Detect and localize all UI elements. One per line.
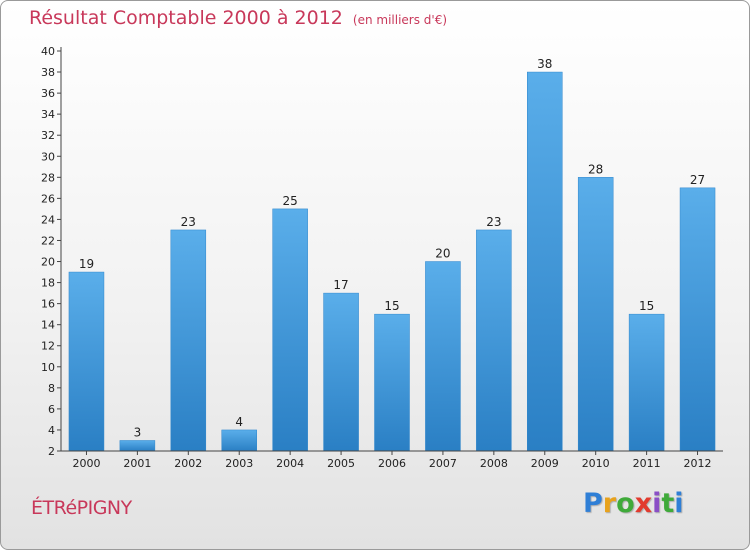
data-label-2007: 20 bbox=[435, 247, 450, 261]
logo-letter: i bbox=[674, 488, 684, 519]
bar-2003 bbox=[221, 429, 257, 452]
x-tick-label-2000: 2000 bbox=[72, 457, 100, 470]
logo-letter: P bbox=[583, 488, 603, 519]
data-label-2004: 25 bbox=[283, 194, 298, 208]
bar-2012 bbox=[679, 187, 716, 452]
data-label-2005: 17 bbox=[333, 278, 348, 292]
y-tick-label: 2 bbox=[48, 445, 55, 458]
data-label-2009: 38 bbox=[537, 57, 552, 71]
bar-2006 bbox=[374, 313, 410, 452]
x-tick-label-2006: 2006 bbox=[378, 457, 406, 470]
x-tick-label-2005: 2005 bbox=[327, 457, 355, 470]
logo-letter: o bbox=[616, 488, 635, 519]
y-tick-label: 40 bbox=[41, 45, 55, 58]
y-tick-label: 14 bbox=[41, 319, 55, 332]
y-tick-label: 10 bbox=[41, 361, 55, 374]
logo-letter: x bbox=[634, 488, 653, 519]
y-tick-label: 26 bbox=[41, 192, 55, 205]
y-tick-label: 28 bbox=[41, 171, 55, 184]
bar-2005 bbox=[323, 292, 359, 452]
data-label-2001: 3 bbox=[134, 425, 142, 439]
data-label-2012: 27 bbox=[690, 173, 705, 187]
y-tick-label: 36 bbox=[41, 87, 55, 100]
x-tick-label-2010: 2010 bbox=[582, 457, 610, 470]
y-tick-label: 8 bbox=[48, 382, 55, 395]
logo-letter: i bbox=[652, 488, 662, 519]
y-tick-label: 6 bbox=[48, 403, 55, 416]
y-tick-label: 16 bbox=[41, 298, 55, 311]
data-label-2011: 15 bbox=[639, 299, 654, 313]
bar-2004 bbox=[272, 208, 308, 452]
data-label-2006: 15 bbox=[384, 299, 399, 313]
x-tick-label-2009: 2009 bbox=[531, 457, 559, 470]
y-tick-label: 34 bbox=[41, 108, 55, 121]
bar-2001 bbox=[119, 440, 156, 452]
bar-2008 bbox=[476, 229, 512, 452]
x-tick-label-2012: 2012 bbox=[684, 457, 712, 470]
y-tick-label: 4 bbox=[48, 424, 55, 437]
x-tick-label-2004: 2004 bbox=[276, 457, 304, 470]
x-tick-label-2011: 2011 bbox=[633, 457, 661, 470]
proxiti-logo: Proxiti bbox=[583, 488, 684, 519]
x-tick-label-2003: 2003 bbox=[225, 457, 253, 470]
chart-subtitle: (en milliers d'€) bbox=[352, 13, 448, 27]
title-row: Résultat Comptable 2000 à 2012 (en millie… bbox=[29, 7, 447, 29]
y-tick-label: 32 bbox=[41, 129, 55, 142]
data-label-2000: 19 bbox=[79, 257, 94, 271]
y-tick-label: 38 bbox=[41, 66, 55, 79]
bar-2000 bbox=[68, 271, 105, 452]
x-tick-label-2008: 2008 bbox=[480, 457, 508, 470]
bar-2011 bbox=[628, 313, 665, 452]
y-tick-label: 12 bbox=[41, 340, 55, 353]
y-tick-label: 20 bbox=[41, 256, 55, 269]
data-label-2010: 28 bbox=[588, 162, 603, 176]
y-tick-label: 24 bbox=[41, 213, 55, 226]
data-label-2003: 4 bbox=[235, 415, 243, 429]
logo-letter: r bbox=[602, 488, 617, 519]
x-tick-label-2007: 2007 bbox=[429, 457, 457, 470]
y-tick-label: 22 bbox=[41, 234, 55, 247]
chart-title: Résultat Comptable 2000 à 2012 bbox=[29, 7, 343, 29]
data-label-2002: 23 bbox=[181, 215, 196, 229]
data-label-2008: 23 bbox=[486, 215, 501, 229]
bar-2007 bbox=[425, 261, 461, 452]
y-tick-label: 30 bbox=[41, 150, 55, 163]
bar-2009 bbox=[527, 71, 563, 452]
bar-2010 bbox=[577, 177, 614, 452]
commune-name: ÉTRéPIGNY bbox=[31, 497, 132, 519]
x-tick-label-2001: 2001 bbox=[123, 457, 151, 470]
bar-2002 bbox=[170, 229, 207, 452]
y-tick-label: 18 bbox=[41, 277, 55, 290]
logo-letter: t bbox=[661, 488, 675, 519]
x-tick-label-2002: 2002 bbox=[174, 457, 202, 470]
